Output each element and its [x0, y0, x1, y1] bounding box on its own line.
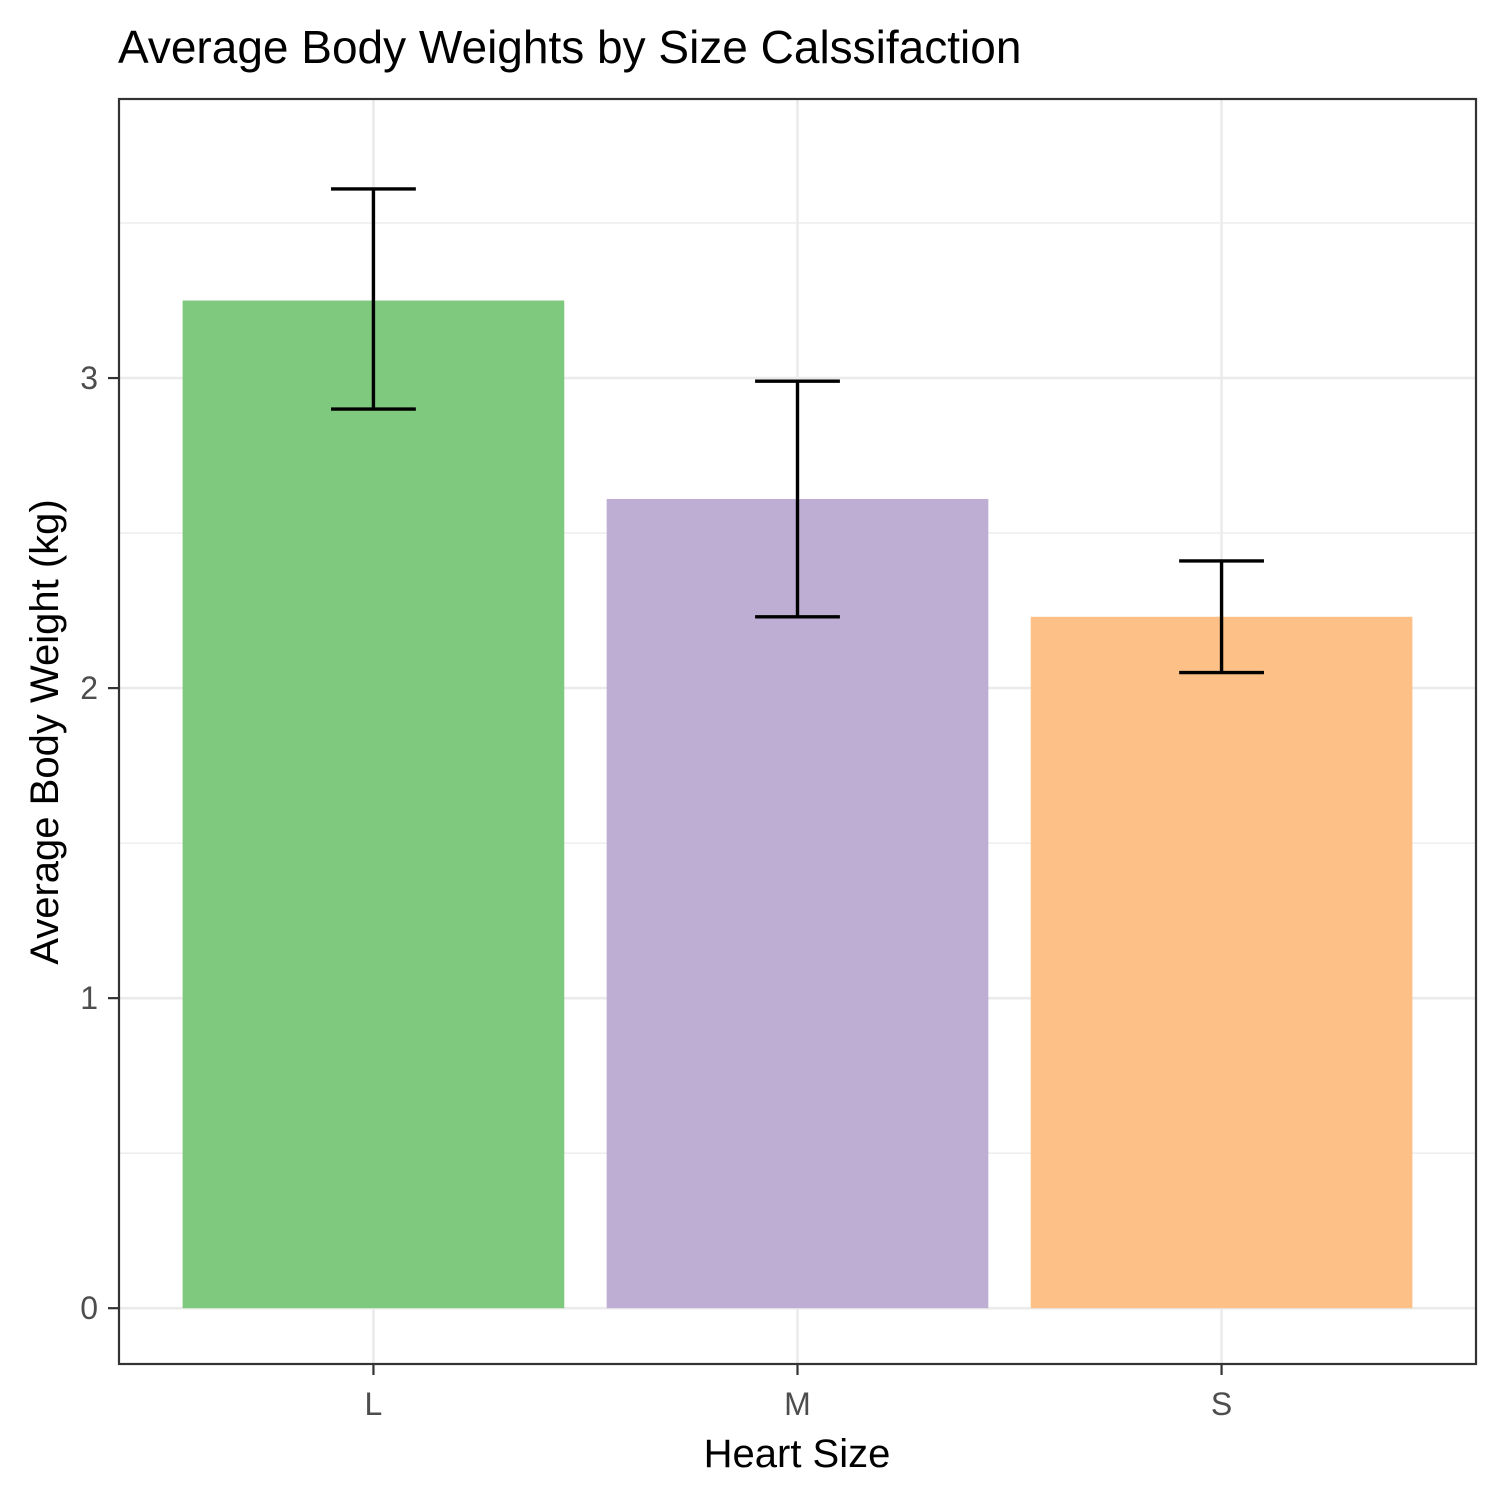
x-tick-label: M — [784, 1386, 811, 1422]
bar-L — [182, 300, 565, 1309]
x-tick-label: L — [365, 1386, 383, 1422]
x-axis-title: Heart Size — [704, 1432, 891, 1476]
y-tick-label: 1 — [80, 980, 98, 1016]
bars — [182, 300, 1413, 1309]
y-tick-label: 2 — [80, 670, 98, 706]
y-tick-label: 0 — [80, 1290, 98, 1326]
y-tick-label: 3 — [80, 360, 98, 396]
bar-M — [606, 498, 989, 1309]
axes: 0 1 2 3 L M S — [80, 360, 1232, 1422]
x-tick-label: S — [1211, 1386, 1232, 1422]
error-bar-S — [1179, 559, 1264, 675]
error-bar-L — [331, 187, 416, 411]
chart-title: Average Body Weights by Size Calssifacti… — [118, 21, 1021, 73]
error-bar-M — [755, 379, 840, 619]
error-bars — [331, 187, 1264, 675]
y-axis-title: Average Body Weight (kg) — [23, 499, 67, 964]
bar-S — [1030, 616, 1413, 1309]
